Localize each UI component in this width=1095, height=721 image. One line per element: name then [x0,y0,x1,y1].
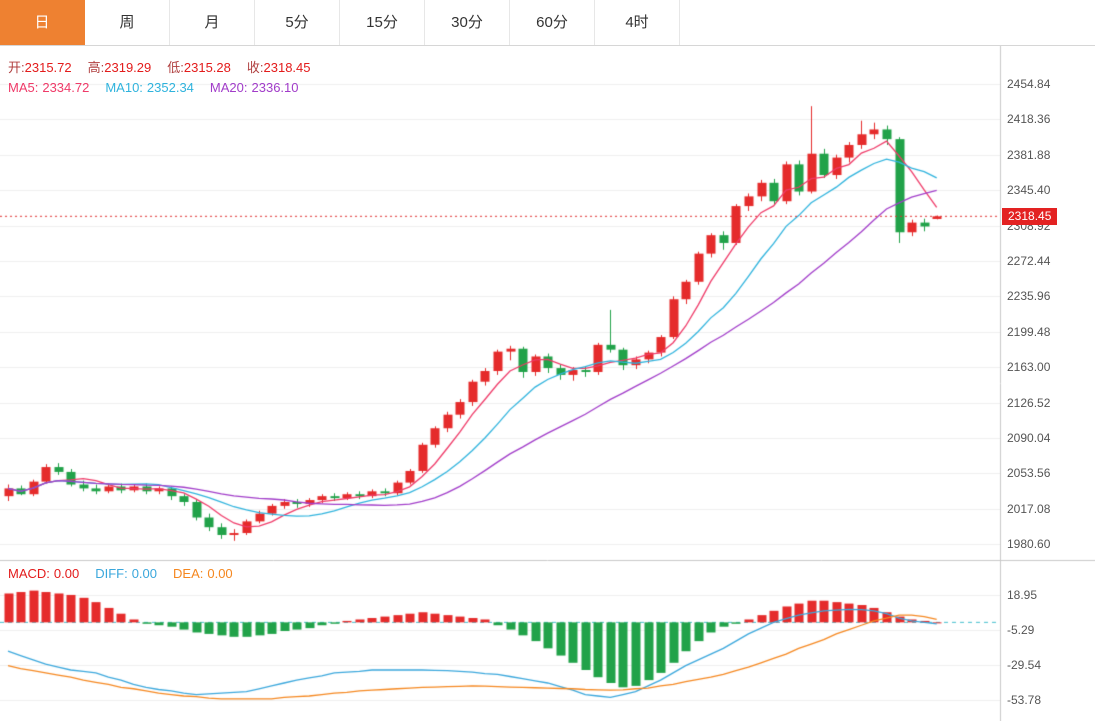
price-axis-label: 2272.44 [1007,253,1051,268]
tab-60min[interactable]: 60分 [510,0,595,45]
high-value: 2319.29 [104,60,152,75]
macd-axis-label: 18.95 [1007,588,1038,602]
open-label: 开: [8,60,25,75]
high-label: 高: [87,60,105,75]
tab-5min[interactable]: 5分 [255,0,340,45]
low-value: 2315.28 [183,60,231,75]
tab-4hour[interactable]: 4时 [595,0,680,45]
low-label: 低: [167,60,184,75]
ma10-label: MA10: [105,80,143,95]
price-axis-label: 2090.04 [1007,430,1051,445]
macd-axis-label: -29.54 [1007,658,1042,672]
tab-week[interactable]: 周 [85,0,170,45]
tab-30min[interactable]: 30分 [425,0,510,45]
tab-month[interactable]: 月 [170,0,255,45]
ma20-value: 2336.10 [251,80,299,95]
price-axis-label: 2418.36 [1007,112,1051,127]
macd-axis-label: -5.29 [1007,622,1035,637]
close-value: 2318.45 [263,60,311,75]
macd-label: MACD: [8,566,50,581]
timeframe-tabbar: 日周月 5分 15分 30分 60分 4时 [0,0,1095,46]
price-axis-label: 2163.00 [1007,360,1051,375]
tab-15min[interactable]: 15分 [340,0,425,45]
price-axis-label: 2454.84 [1007,77,1051,91]
price-axis-label: 2017.08 [1007,501,1051,516]
price-axis-label: 1980.60 [1007,537,1051,552]
diff-label: DIFF: [95,566,128,581]
price-axis-label: 2199.48 [1007,324,1051,339]
close-label: 收: [246,60,264,75]
price-axis-label: 2126.52 [1007,395,1051,410]
macd-axis-label: -53.78 [1007,693,1042,707]
price-axis-label: 2053.56 [1007,466,1051,481]
ohlc-legend: 开:2315.72 高:2319.29 低:2315.28 收:2318.45 [8,57,311,76]
macd-legend: MACD: 0.00 DIFF: 0.00 DEA: 0.00 [8,566,233,581]
ma20-label: MA20: [209,80,248,95]
diff-value: 0.00 [131,566,158,581]
dea-value: 0.00 [207,566,233,581]
price-axis-label: 2345.40 [1007,183,1051,198]
macd-value: 0.00 [53,566,80,581]
current-price-badge: 2318.45 [1002,207,1058,225]
dea-label: DEA: [173,566,204,581]
ma5-value: 2334.72 [42,80,90,95]
ma10-value: 2352.34 [146,80,194,95]
open-value: 2315.72 [24,60,72,75]
price-axis-label: 2235.96 [1007,289,1051,304]
ma5-label: MA5: [8,80,39,95]
price-axis-label: 2381.88 [1007,147,1051,162]
tab-day[interactable]: 日 [0,0,85,45]
ma-legend: MA5: 2334.72 MA10: 2352.34 MA20: 2336.10 [8,80,299,95]
